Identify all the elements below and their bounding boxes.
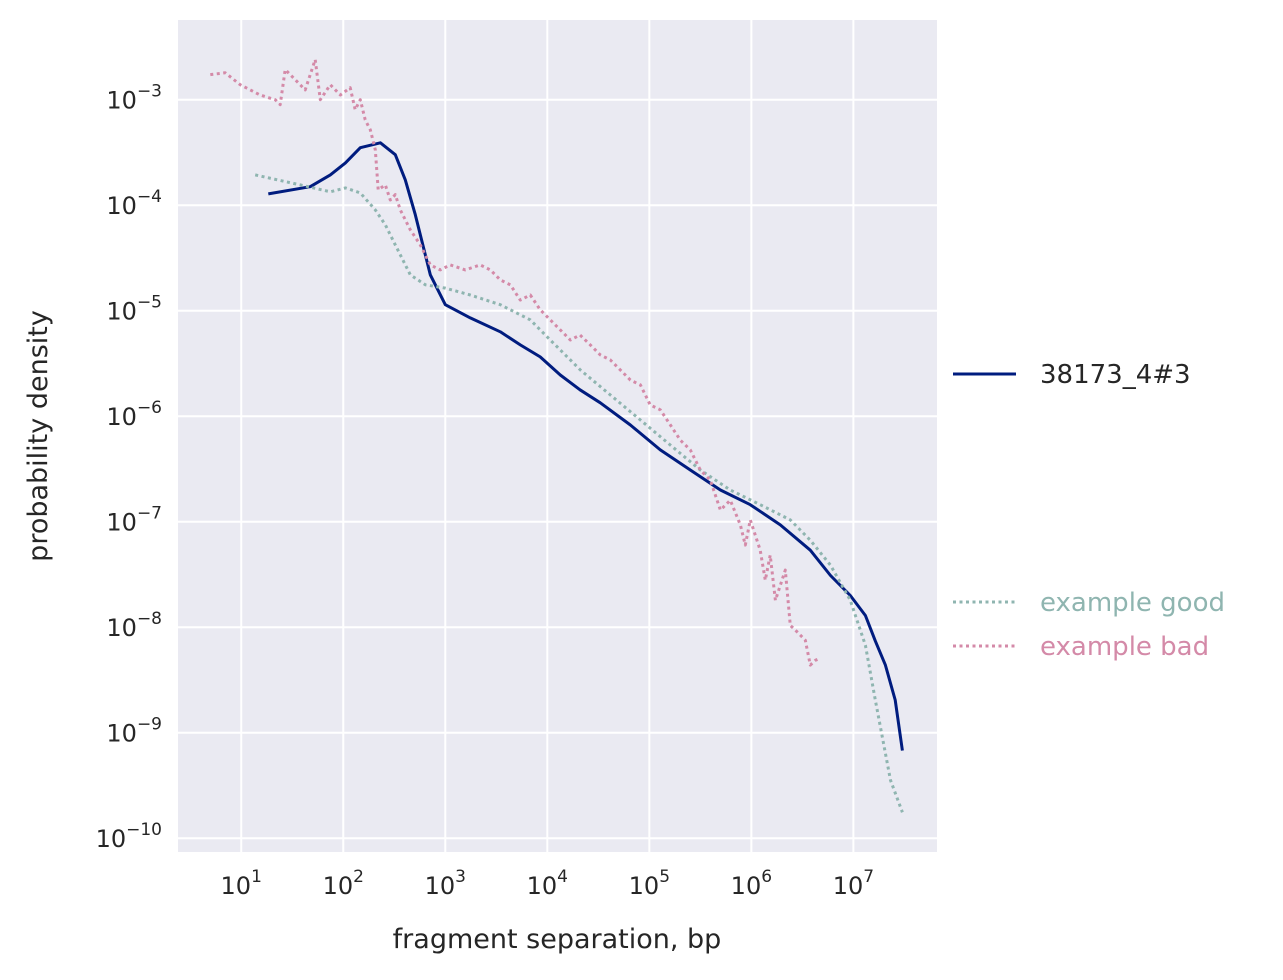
plot-background (178, 20, 937, 852)
series-lines (210, 58, 904, 813)
y-tick-label: 10−3 (106, 82, 162, 115)
x-tick-label: 105 (629, 867, 670, 900)
y-tick-label: 10−4 (106, 187, 162, 220)
x-axis-label: fragment separation, bp (393, 924, 722, 955)
y-tick-labels: 10−3 10−4 10−5 10−6 10−7 10−8 10−9 10−10 (96, 82, 162, 853)
legend-label: example bad (1040, 632, 1209, 662)
x-tick-label: 104 (527, 867, 568, 900)
y-axis-label: probability density (23, 310, 54, 562)
x-tick-label: 107 (833, 867, 874, 900)
x-tick-label: 102 (323, 867, 364, 900)
series-line-2 (210, 58, 821, 667)
x-tick-label: 106 (731, 867, 772, 900)
grid (178, 20, 937, 852)
y-tick-label: 10−6 (106, 398, 162, 431)
legend-label: 38173_4#3 (1040, 360, 1191, 390)
y-tick-label: 10−5 (106, 293, 162, 326)
x-tick-label: 103 (425, 867, 466, 900)
series-line-1 (254, 173, 904, 813)
x-tick-labels: 101 102 103 104 105 106 107 (221, 867, 875, 900)
y-tick-label: 10−9 (106, 715, 162, 748)
y-tick-label: 10−7 (106, 504, 162, 537)
y-tick-label: 10−10 (96, 820, 162, 853)
x-tick-label: 101 (221, 867, 262, 900)
y-tick-label: 10−8 (106, 609, 162, 642)
legend-label: example good (1040, 588, 1225, 618)
